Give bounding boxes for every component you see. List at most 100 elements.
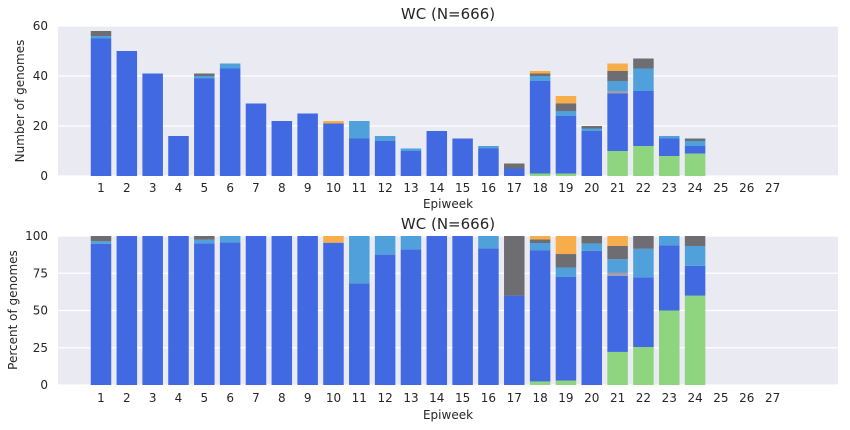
bar-segment [116,51,138,176]
bar-segment [504,163,525,169]
bar-segment [478,236,499,249]
bar-segment [194,236,215,240]
bar-segment [529,73,551,76]
x-tick-label: 9 [304,391,312,405]
bar-segment [374,254,396,385]
bar-segment [194,78,215,176]
x-tick-label: 22 [636,181,651,195]
x-tick-label: 26 [739,391,754,405]
bar-segment [116,236,138,385]
x-tick-label: 18 [532,181,547,195]
bar-segment [607,63,628,71]
x-tick-label: 23 [662,391,677,405]
x-tick-label: 20 [584,181,599,195]
x-tick-label: 21 [610,391,625,405]
bar-segment [555,254,577,268]
bar-segment [555,96,577,104]
y-tick-label: 75 [33,266,48,280]
bar-segment [659,310,680,385]
bar-segment [555,103,577,111]
bar-segment [142,236,163,385]
bar-segment [684,153,706,176]
x-tick-label: 15 [455,181,470,195]
y-tick-label: 25 [33,341,48,355]
x-tick-labels: 1 2 3 4 5 6 7 8 9 10 11 12 13 14 15 16 17 18 19 20 21 22 23 24 2… [97,391,780,405]
y-tick-label: 20 [33,119,48,133]
x-tick-label: 17 [507,391,522,405]
bar-segment [478,146,499,149]
bar-segment [168,136,189,176]
bar-segment [349,283,370,385]
bar-segment [194,239,215,244]
x-tick-label: 13 [403,181,418,195]
bar-segment [452,138,473,176]
bar-segment [323,242,344,385]
x-tick-label: 16 [481,181,496,195]
x-tick-label: 10 [326,391,341,405]
x-tick-label: 18 [532,391,547,405]
bar-segment [607,81,628,91]
x-tick-label: 2 [123,391,131,405]
y-axis-label: Number of genomes [13,40,27,163]
chart-title: WC (N=666) [401,215,495,233]
x-tick-label: 14 [429,181,444,195]
x-tick-label: 23 [662,181,677,195]
x-tick-label: 22 [636,391,651,405]
y-axis-label: Percent of genomes [6,250,20,370]
bar-segment [194,243,215,385]
x-tick-label: 7 [252,181,260,195]
y-tick-label: 50 [33,304,48,318]
bar-segment [633,146,654,176]
x-tick-label: 5 [200,391,208,405]
bar-segment [555,276,577,381]
chart-title: WC (N=666) [401,5,495,23]
y-tick-labels: 0 20 40 60 [33,19,48,183]
x-tick-label: 9 [304,181,312,195]
x-tick-label: 4 [175,181,183,195]
bar-segment [478,248,499,385]
x-tick-label: 5 [200,181,208,195]
bar-segment [607,71,628,81]
bar-segment [633,236,654,249]
bar-segment [400,148,422,151]
bar-segment [504,168,525,176]
x-tick-label: 10 [326,181,341,195]
x-tick-label: 12 [377,391,392,405]
bar-segment [581,128,603,131]
bar-segment [684,141,706,146]
bar-segment [245,103,267,176]
bar-segment [684,146,706,154]
x-tick-label: 19 [558,391,573,405]
bar-segment [219,242,241,385]
bar-segment [607,236,628,246]
bar-segment [349,138,370,176]
x-tick-label: 11 [352,391,367,405]
x-tick-label: 15 [455,391,470,405]
bar-segment [555,111,577,116]
bar-segment [426,236,448,385]
bar-segment [633,91,654,146]
bar-segment [684,138,706,141]
bar-segment [555,236,577,255]
bar-segment [684,295,706,385]
bar-segment [581,131,603,176]
x-tick-label: 4 [175,391,183,405]
y-tick-label: 40 [33,69,48,83]
bar-segment [659,138,680,156]
bar-segment [323,123,344,176]
x-tick-label: 14 [429,391,444,405]
x-tick-label: 24 [687,181,702,195]
x-tick-label: 7 [252,391,260,405]
bar-segment [581,250,603,385]
bar-segment [529,173,551,176]
x-tick-label: 1 [97,391,105,405]
x-tick-label: 11 [352,181,367,195]
bar-segment [194,76,215,79]
x-tick-label: 17 [507,181,522,195]
bar-segment [452,236,473,385]
x-tick-label: 27 [765,391,780,405]
bar-segment [607,93,628,151]
bar-segment [90,36,112,39]
